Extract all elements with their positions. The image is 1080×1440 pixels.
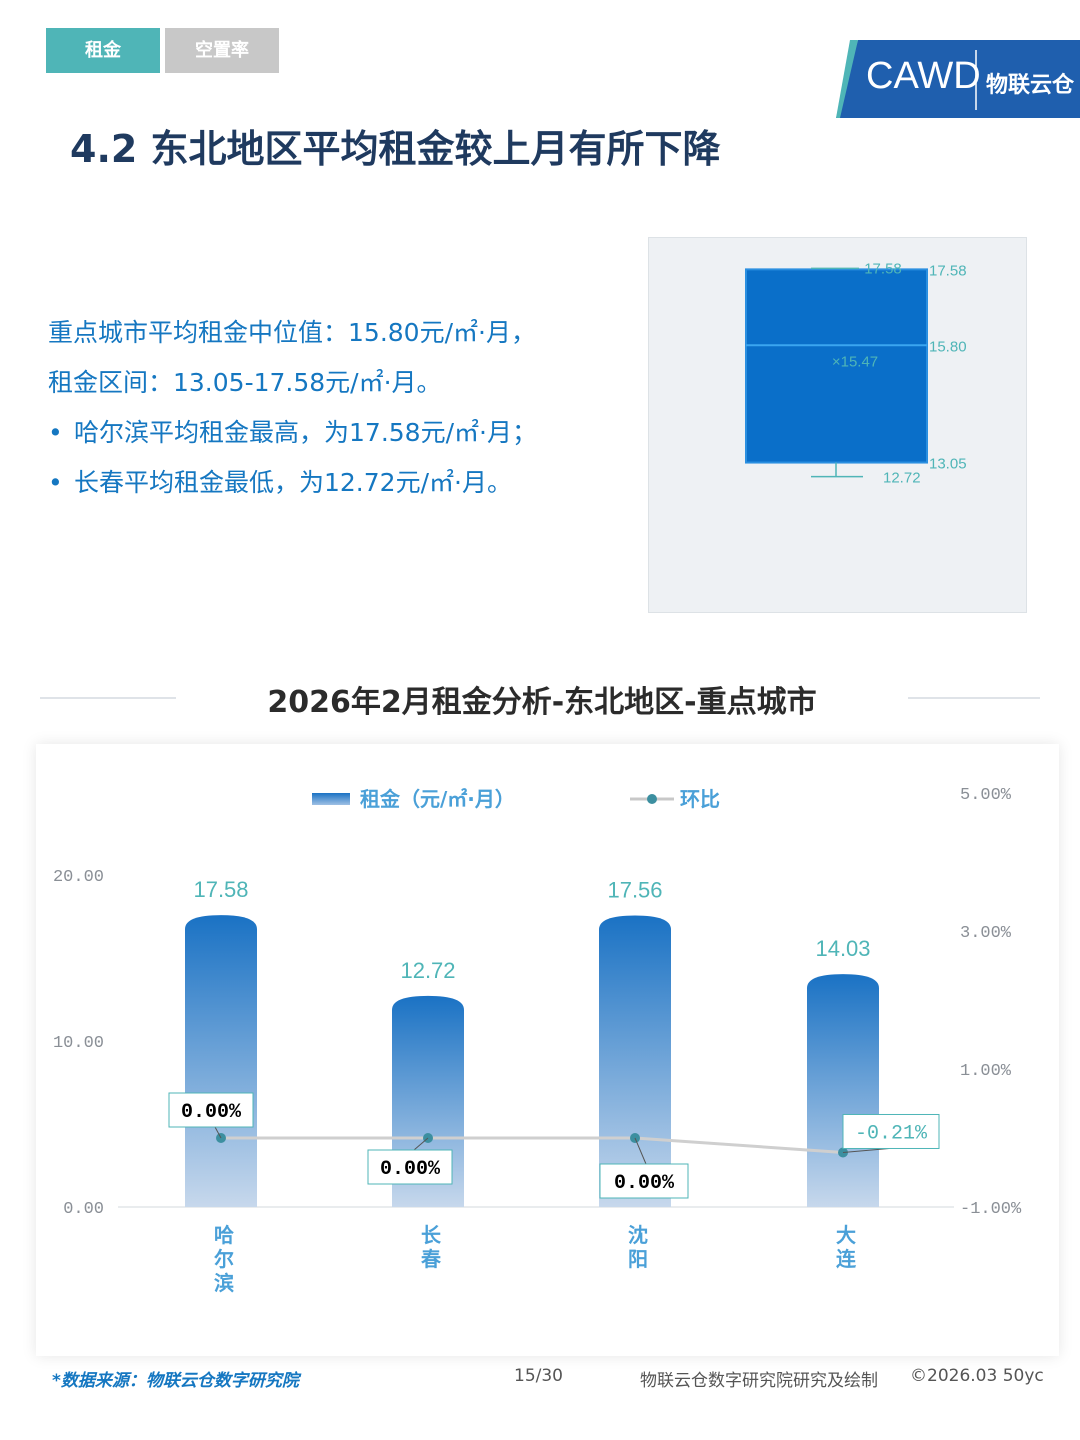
data-source: *数据来源：物联云仓数字研究院 (52, 1371, 299, 1391)
category-label-char: 哈 (214, 1223, 234, 1247)
bar-大连 (807, 974, 879, 1207)
left-tick-label: 20.00 (53, 868, 104, 887)
cawd-logo: CAWD 物联云仓 (836, 40, 1080, 118)
bar-value-label: 17.58 (193, 877, 248, 902)
tab-rent[interactable]: 租金 (46, 28, 160, 73)
footer-credit: 物联云仓数字研究院研究及绘制 (640, 1371, 878, 1391)
right-tick-label: 1.00% (960, 1062, 1012, 1081)
mom-callout-box (842, 1113, 940, 1149)
chart-section-title: 2026年2月租金分析-东北地区-重点城市 (176, 676, 908, 730)
mom-callout-box (168, 1092, 254, 1128)
summary-bullet-lowest: • 长春平均租金最低，为12.72元/㎡·月。 (48, 468, 512, 497)
category-label-char: 连 (836, 1247, 857, 1271)
boxplot-panel: 17.58 17.58 15.80 ×15.47 13.05 12.72 (648, 237, 1027, 613)
tab-vacancy[interactable]: 空置率 (165, 28, 279, 73)
bar-value-label: 14.03 (815, 936, 870, 961)
boxplot-q3-label: 17.58 (929, 262, 967, 279)
mom-callout-leader (842, 1147, 890, 1153)
category-label-char: 尔 (214, 1247, 234, 1271)
mom-line (221, 1136, 844, 1154)
summary-bullet-highest: • 哈尔滨平均租金最高，为17.58元/㎡·月； (48, 418, 537, 447)
mom-callout-box (599, 1163, 689, 1199)
left-tick-label: 0.00 (63, 1200, 104, 1219)
legend-line-label: 环比 (680, 787, 720, 811)
boxplot-max-label: 17.58 (864, 260, 902, 277)
page-number: 15/30 (514, 1366, 563, 1386)
summary-text: 重点城市平均租金中位值：15.80元/㎡·月， 租金区间：13.05-17.58… (48, 308, 628, 508)
bar-value-label: 12.72 (400, 958, 455, 983)
footer-copyright: ©2026.03 50yc (910, 1366, 1044, 1386)
logo-cawd-text: CAWD (866, 55, 981, 97)
right-tick-label: 5.00% (960, 786, 1012, 805)
rent-chart: 租金（元/㎡·月） 环比 0.00 10.00 20.00 -1.00% 1.00% 3.… (53, 786, 1022, 1295)
mom-value-label: 0.00% (181, 1101, 242, 1124)
summary-median: 重点城市平均租金中位值：15.80元/㎡·月， (48, 318, 536, 347)
boxplot-box (745, 268, 928, 464)
category-label-char: 滨 (214, 1271, 234, 1295)
summary-range: 租金区间：13.05-17.58元/㎡·月。 (48, 368, 442, 397)
legend-bar-label: 租金（元/㎡·月） (360, 787, 515, 811)
category-label-char: 沈 (628, 1223, 648, 1247)
boxplot-median-label: 15.80 (929, 338, 967, 355)
bar-value-label: 17.56 (607, 878, 662, 903)
page-title: 4.2 东北地区平均租金较上月有所下降 (70, 127, 721, 171)
mom-value-label: 0.00% (614, 1172, 675, 1195)
rent-chart-card: 租金（元/㎡·月） 环比 0.00 10.00 20.00 -1.00% 1.00% 3.… (36, 744, 1059, 1356)
category-label-char: 大 (836, 1223, 856, 1247)
left-tick-label: 10.00 (53, 1034, 104, 1053)
chart-section-header: 2026年2月租金分析-东北地区-重点城市 (0, 676, 1080, 730)
boxplot-min-label: 12.72 (883, 470, 921, 487)
category-label-char: 长 (421, 1223, 442, 1247)
legend-bar-swatch (312, 793, 350, 805)
bar-哈尔滨 (185, 915, 257, 1207)
mom-callout-box (367, 1149, 453, 1185)
mom-value-label: -0.21% (855, 1122, 928, 1145)
category-label-char: 阳 (628, 1247, 648, 1271)
mom-value-label: 0.00% (380, 1158, 441, 1181)
bar-沈阳 (599, 915, 671, 1207)
right-tick-label: 3.00% (960, 924, 1012, 943)
mom-callout-leader (634, 1137, 647, 1165)
right-tick-label: -1.00% (960, 1200, 1022, 1219)
boxplot: 17.58 17.58 15.80 ×15.47 13.05 12.72 (745, 260, 967, 487)
boxplot-q1-label: 13.05 (929, 456, 967, 473)
category-label-char: 春 (420, 1247, 442, 1271)
boxplot-mean-label: ×15.47 (832, 353, 878, 370)
legend-line-marker (647, 794, 657, 804)
logo-brand-text: 物联云仓 (986, 72, 1075, 98)
mom-callout-leader (214, 1126, 222, 1139)
mom-callout-leader (413, 1137, 429, 1151)
